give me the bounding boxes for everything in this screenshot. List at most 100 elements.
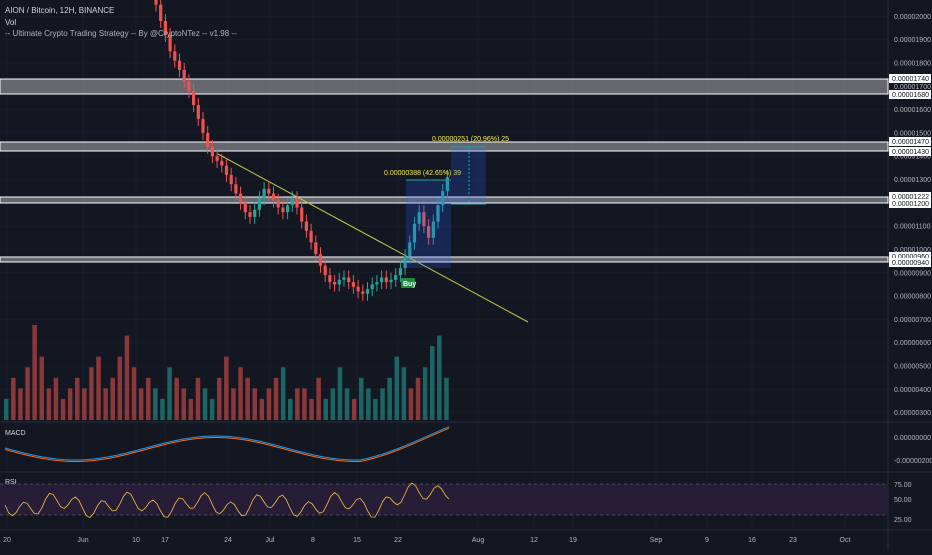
candle-body (257, 198, 261, 210)
volume-bar (96, 356, 101, 420)
candle-body (210, 146, 214, 157)
volume-bar (224, 356, 229, 420)
candle-body (356, 286, 360, 292)
buy-label: Buy (403, 281, 416, 288)
volume-bar (202, 388, 208, 420)
x-tick-label: 12 (530, 537, 538, 544)
volume-bar (437, 335, 442, 420)
candle-body (351, 282, 355, 287)
measure-box (406, 180, 451, 268)
candle-body (370, 284, 374, 290)
y-tick-label: 0.00001500 (894, 130, 931, 137)
candle-body (337, 279, 341, 285)
volume-bar (344, 388, 350, 420)
candle-body (224, 165, 229, 175)
volume-bar (259, 398, 265, 420)
candle-body (394, 275, 398, 280)
price-tag-label: 0.00001740 (892, 76, 929, 83)
candle-body (314, 242, 318, 255)
price-tag (889, 192, 931, 201)
volume-bar (53, 377, 59, 420)
candle-body (380, 277, 384, 283)
candle-body (248, 212, 252, 217)
y-tick-label: 0.00000400 (894, 387, 931, 394)
x-tick-label: 16 (748, 537, 756, 544)
y-tick-label: 0.00002000 (894, 14, 931, 21)
rsi-band (0, 484, 888, 515)
volume-bar (302, 388, 307, 420)
candle-body (271, 193, 276, 201)
volume-bar (373, 398, 378, 420)
candle-body (281, 207, 285, 213)
price-tag (889, 137, 931, 146)
volume-bar (117, 356, 123, 420)
candle-body (375, 282, 379, 285)
candle-body (168, 34, 172, 52)
y-tick-label: 0.00000600 (894, 340, 931, 347)
volume-bar (89, 367, 94, 420)
candle-body (290, 198, 294, 206)
y-tick-label: 0.00001300 (894, 177, 931, 184)
rsi-tick-label: 75.00 (894, 482, 912, 489)
x-tick-label: 10 (132, 537, 140, 544)
candle-body (239, 193, 243, 203)
x-tick-label: 20 (3, 537, 11, 544)
volume-bar (110, 377, 115, 420)
volume-bar (181, 388, 186, 420)
candle-body (187, 81, 191, 91)
candle-body (300, 207, 304, 222)
candle-body (361, 291, 365, 294)
volume-bar (323, 398, 328, 420)
volume-bar (25, 367, 30, 420)
candle-body (234, 184, 238, 194)
horizontal-zone (0, 78, 889, 95)
x-tick-label: Sep (650, 537, 663, 544)
rsi-tick-label: 50.00 (894, 497, 912, 504)
volume-bar (430, 346, 435, 420)
volume-bar (387, 377, 392, 420)
trendline (217, 153, 529, 323)
y-tick-label: 0.00000900 (894, 270, 931, 277)
rsi-line (4, 482, 450, 519)
volume-bar (32, 325, 37, 420)
price-tag-label: 0.00000940 (892, 260, 929, 267)
volume-bar (188, 398, 194, 420)
candle-body (431, 221, 435, 238)
candle-body (206, 132, 210, 147)
candle-body (328, 275, 332, 283)
candle-body (389, 279, 393, 283)
volume-legend: Vol (5, 18, 17, 27)
macd-line (4, 426, 450, 461)
volume-bar (422, 367, 428, 420)
volume-bar (401, 367, 407, 420)
volume-bar (316, 377, 321, 420)
volume-bar (11, 377, 16, 420)
candle-body (412, 223, 417, 243)
x-tick-label: 9 (705, 537, 709, 544)
price-tag-label: 0.00001222 (892, 194, 929, 201)
y-tick-label: 0.00000800 (894, 294, 931, 301)
measure-box (451, 147, 486, 204)
y-tick-label: 0.00001900 (894, 37, 931, 44)
candle-body (436, 205, 440, 222)
measure-label: 0.00000388 (42.65%) 39 (384, 170, 461, 177)
candle-body (333, 282, 337, 285)
y-tick-label: 0.00001000 (894, 247, 931, 254)
symbol-legend: AION / Bitcoin, 12H, BINANCE (5, 6, 115, 15)
volume-bar (217, 377, 222, 420)
price-tag (889, 252, 931, 261)
volume-bar (295, 388, 300, 420)
volume-bar (18, 388, 23, 420)
volume-bar (351, 398, 357, 420)
volume-bar (195, 377, 201, 420)
x-tick-label: 8 (311, 537, 315, 544)
candle-body (295, 198, 299, 208)
candle-body (422, 212, 426, 227)
candle-body (215, 156, 219, 161)
volume-bar (394, 356, 399, 420)
candle-body (398, 268, 402, 276)
strategy-legend: -- Ultimate Crypto Trading Strategy -- B… (5, 29, 237, 38)
macd-tick-label: -0.00000200 (894, 458, 932, 465)
candle-body (201, 118, 205, 133)
